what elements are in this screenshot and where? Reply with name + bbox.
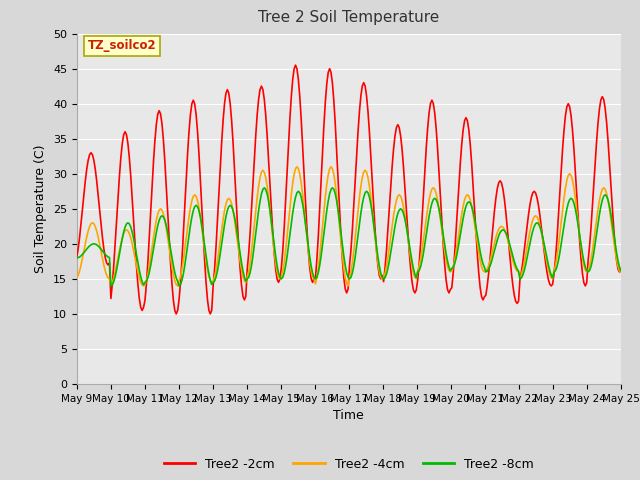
Tree2 -2cm	[356, 108, 364, 114]
Tree2 -8cm	[463, 200, 471, 206]
Tree2 -4cm	[92, 224, 99, 229]
X-axis label: Time: Time	[333, 409, 364, 422]
Tree2 -2cm	[172, 311, 180, 317]
Line: Tree2 -2cm: Tree2 -2cm	[77, 65, 621, 314]
Tree2 -4cm	[356, 194, 364, 200]
Tree2 -8cm	[616, 264, 623, 270]
Tree2 -8cm	[356, 221, 364, 227]
Line: Tree2 -8cm: Tree2 -8cm	[77, 188, 621, 286]
Tree2 -8cm	[545, 262, 552, 268]
Tree2 -4cm	[73, 275, 81, 281]
Tree2 -4cm	[617, 269, 625, 275]
Tree2 -8cm	[617, 268, 625, 274]
Tree2 -2cm	[617, 266, 625, 272]
Tree2 -2cm	[92, 166, 99, 172]
Tree2 -2cm	[292, 62, 300, 68]
Tree2 -8cm	[107, 283, 115, 289]
Tree2 -2cm	[73, 254, 81, 260]
Tree2 -4cm	[293, 164, 301, 169]
Tree2 -2cm	[616, 269, 623, 275]
Tree2 -8cm	[110, 279, 118, 285]
Tree2 -4cm	[463, 192, 471, 198]
Tree2 -8cm	[73, 255, 81, 261]
Tree2 -4cm	[616, 267, 623, 273]
Tree2 -8cm	[260, 185, 268, 191]
Tree2 -8cm	[92, 241, 99, 247]
Tree2 -2cm	[108, 281, 116, 287]
Tree2 -4cm	[545, 267, 552, 273]
Y-axis label: Soil Temperature (C): Soil Temperature (C)	[35, 144, 47, 273]
Tree2 -4cm	[108, 279, 116, 285]
Tree2 -4cm	[140, 283, 147, 289]
Text: TZ_soilco2: TZ_soilco2	[88, 39, 156, 52]
Tree2 -2cm	[463, 118, 471, 124]
Legend: Tree2 -2cm, Tree2 -4cm, Tree2 -8cm: Tree2 -2cm, Tree2 -4cm, Tree2 -8cm	[159, 453, 539, 476]
Tree2 -2cm	[545, 276, 552, 282]
Title: Tree 2 Soil Temperature: Tree 2 Soil Temperature	[258, 11, 440, 25]
Line: Tree2 -4cm: Tree2 -4cm	[77, 167, 621, 286]
